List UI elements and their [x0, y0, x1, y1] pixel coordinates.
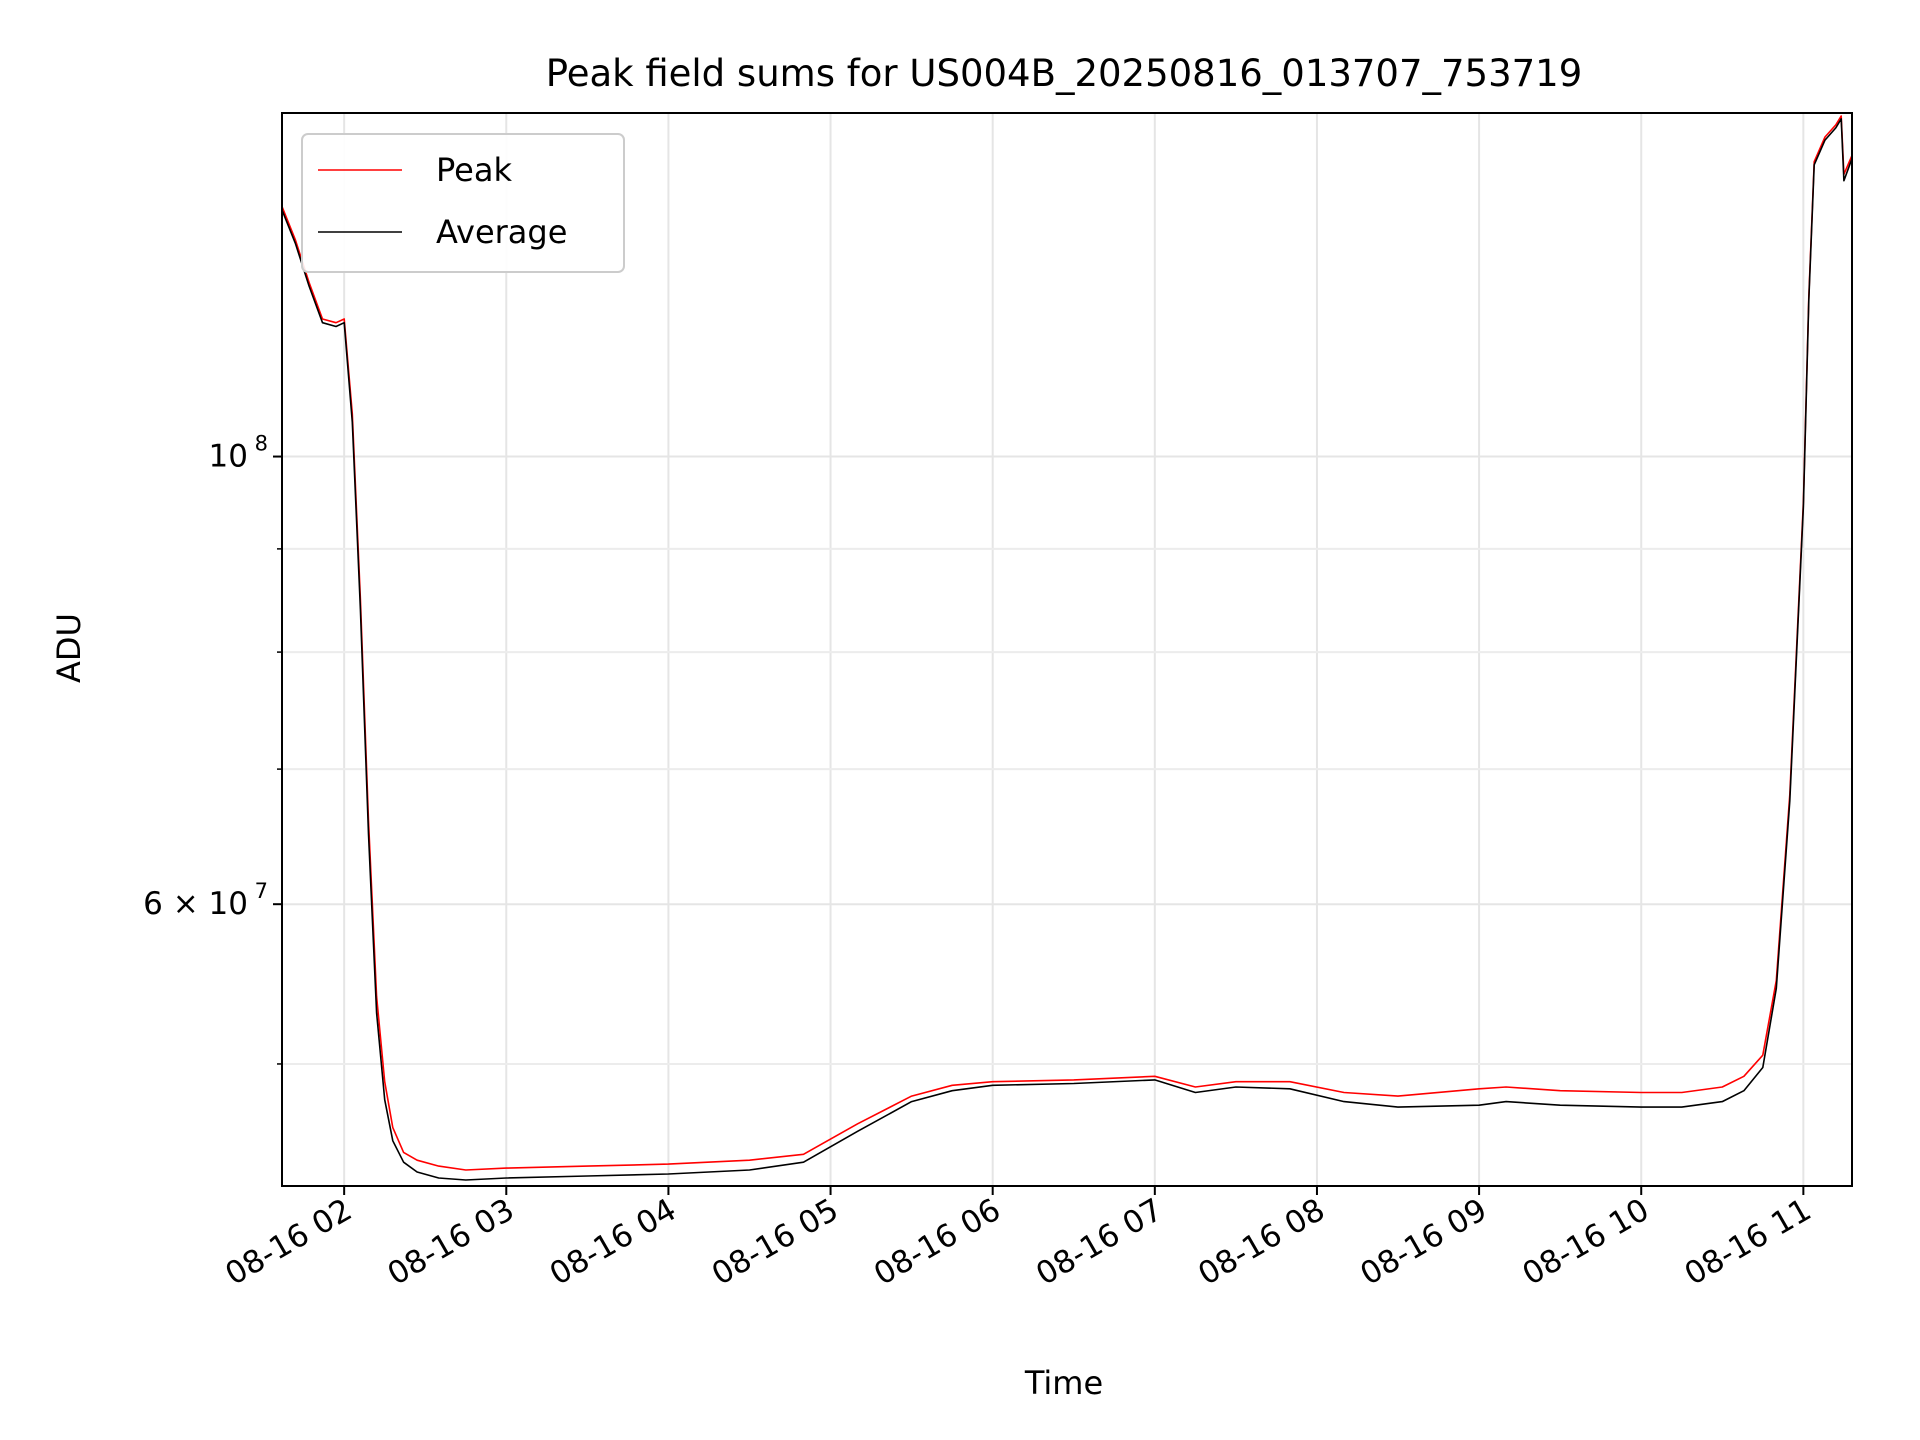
chart-title: Peak field sums for US004B_20250816_0137… — [546, 52, 1583, 95]
grid — [282, 113, 1852, 1186]
y-axis-label: ADU — [50, 613, 88, 683]
legend-label-average: Average — [436, 213, 567, 251]
legend: Peak Average — [301, 133, 625, 273]
y-tick-label: 6 × 10 — [143, 886, 248, 922]
legend-box — [301, 133, 625, 273]
series-line-average — [281, 118, 1853, 1181]
plot-frame — [281, 112, 1853, 1187]
y-tick-label-exponent: 8 — [255, 432, 268, 456]
x-axis-label: Time — [1024, 1364, 1103, 1402]
y-tick-label-exponent: 7 — [255, 879, 268, 903]
legend-label-peak: Peak — [436, 151, 512, 189]
y-tick-label: 10 — [209, 439, 248, 475]
series-layer — [281, 115, 1853, 1181]
